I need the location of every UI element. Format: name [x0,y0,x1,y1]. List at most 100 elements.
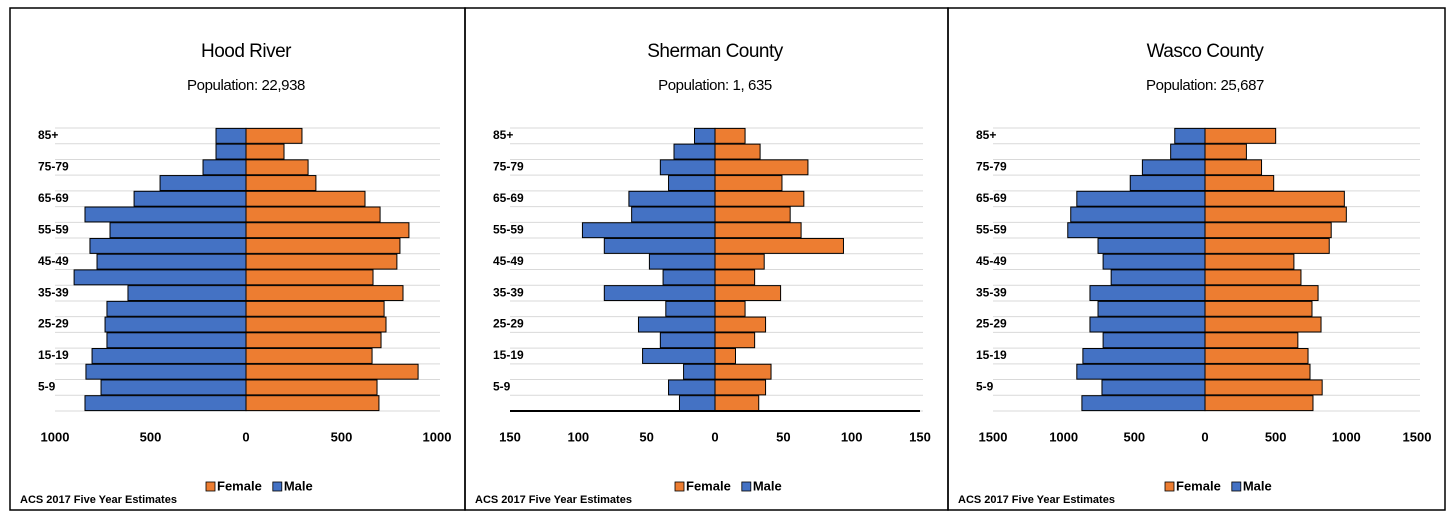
bar [245,285,404,302]
bar [637,316,716,333]
bar [714,127,746,144]
chart-subtitle: Population: 1, 635 [658,77,772,94]
x-tick-label: 1000 [41,429,70,444]
bar [245,395,380,412]
y-tick-label: 75-79 [493,159,524,173]
bar [714,206,791,223]
y-tick-label: 55-59 [38,222,69,236]
bar [1204,190,1345,207]
bar [84,206,247,223]
legend-swatch [741,481,752,492]
bar [714,269,756,286]
bar [1204,127,1277,144]
legend-label: Male [284,478,313,493]
bar [91,348,247,364]
bar [714,379,767,396]
y-tick-label: 45-49 [493,254,524,268]
x-tick-label: 1500 [1403,429,1432,444]
bar [603,237,716,254]
bar [714,143,761,160]
bar [245,190,366,207]
bar [1081,395,1206,412]
bar [1101,379,1206,396]
bar [668,379,716,396]
bar [1102,332,1206,349]
bar [659,159,716,176]
bar [245,363,419,380]
bar [245,175,317,191]
x-tick-label: 500 [1123,429,1145,444]
bar [245,206,381,223]
y-tick-label: 65-69 [38,191,69,205]
bar [662,269,716,286]
bar [1076,190,1206,207]
y-tick-label: 15-19 [493,348,524,362]
bar [1204,143,1247,160]
y-tick-label: 15-19 [38,348,69,362]
legend-label: Female [217,478,262,493]
bar [678,395,716,412]
bar [1204,332,1299,349]
y-tick-label: 45-49 [38,254,69,268]
y-tick-label: 75-79 [38,159,69,173]
legend-label: Female [686,478,731,493]
bar [1082,348,1206,364]
bar [1170,143,1206,160]
bar [245,379,378,396]
bar [202,159,247,176]
bar [1204,253,1295,270]
bar [628,190,716,207]
bar [714,159,809,176]
bar [85,363,247,380]
y-tick-label: 35-39 [38,285,69,299]
x-tick-label: 0 [242,429,249,444]
y-tick-label: 5-9 [976,380,994,394]
legend-swatch [1231,481,1242,492]
bar [1070,206,1206,223]
bar [1076,363,1206,380]
bar [1097,300,1206,317]
bar [245,269,374,286]
bar [84,395,247,412]
bar [133,190,247,207]
bar [1174,127,1206,144]
x-tick-label: 1000 [423,429,452,444]
bar [1204,395,1314,412]
y-tick-label: 55-59 [976,222,1007,236]
bar [1089,285,1206,302]
bar [1204,222,1332,239]
chart-subtitle: Population: 22,938 [187,77,305,94]
x-tick-label: 1000 [1049,429,1078,444]
bar [1204,159,1263,176]
y-tick-label: 35-39 [493,285,524,299]
bar [1204,269,1302,286]
bar [714,316,767,333]
bar [668,175,716,191]
legend-swatch [205,481,216,492]
x-tick-label: 50 [639,429,653,444]
bar [714,222,802,239]
bar [245,300,385,317]
bar [1110,269,1206,286]
y-tick-label: 85+ [976,128,996,142]
x-tick-label: 500 [1265,429,1287,444]
legend-swatch [674,481,685,492]
x-tick-label: 150 [499,429,521,444]
bar [73,269,247,286]
bar [683,363,716,380]
y-tick-label: 75-79 [976,159,1007,173]
bar [1089,316,1206,333]
x-tick-label: 500 [331,429,353,444]
bar [714,285,782,302]
bar [648,253,716,270]
footnote: ACS 2017 Five Year Estimates [20,494,177,506]
y-tick-label: 55-59 [493,222,524,236]
footnote: ACS 2017 Five Year Estimates [475,494,632,506]
y-tick-label: 65-69 [976,191,1007,205]
bar [245,316,387,333]
panel-border [947,7,1446,511]
y-tick-label: 15-19 [976,348,1007,362]
bar [714,237,844,254]
x-tick-label: 100 [841,429,863,444]
